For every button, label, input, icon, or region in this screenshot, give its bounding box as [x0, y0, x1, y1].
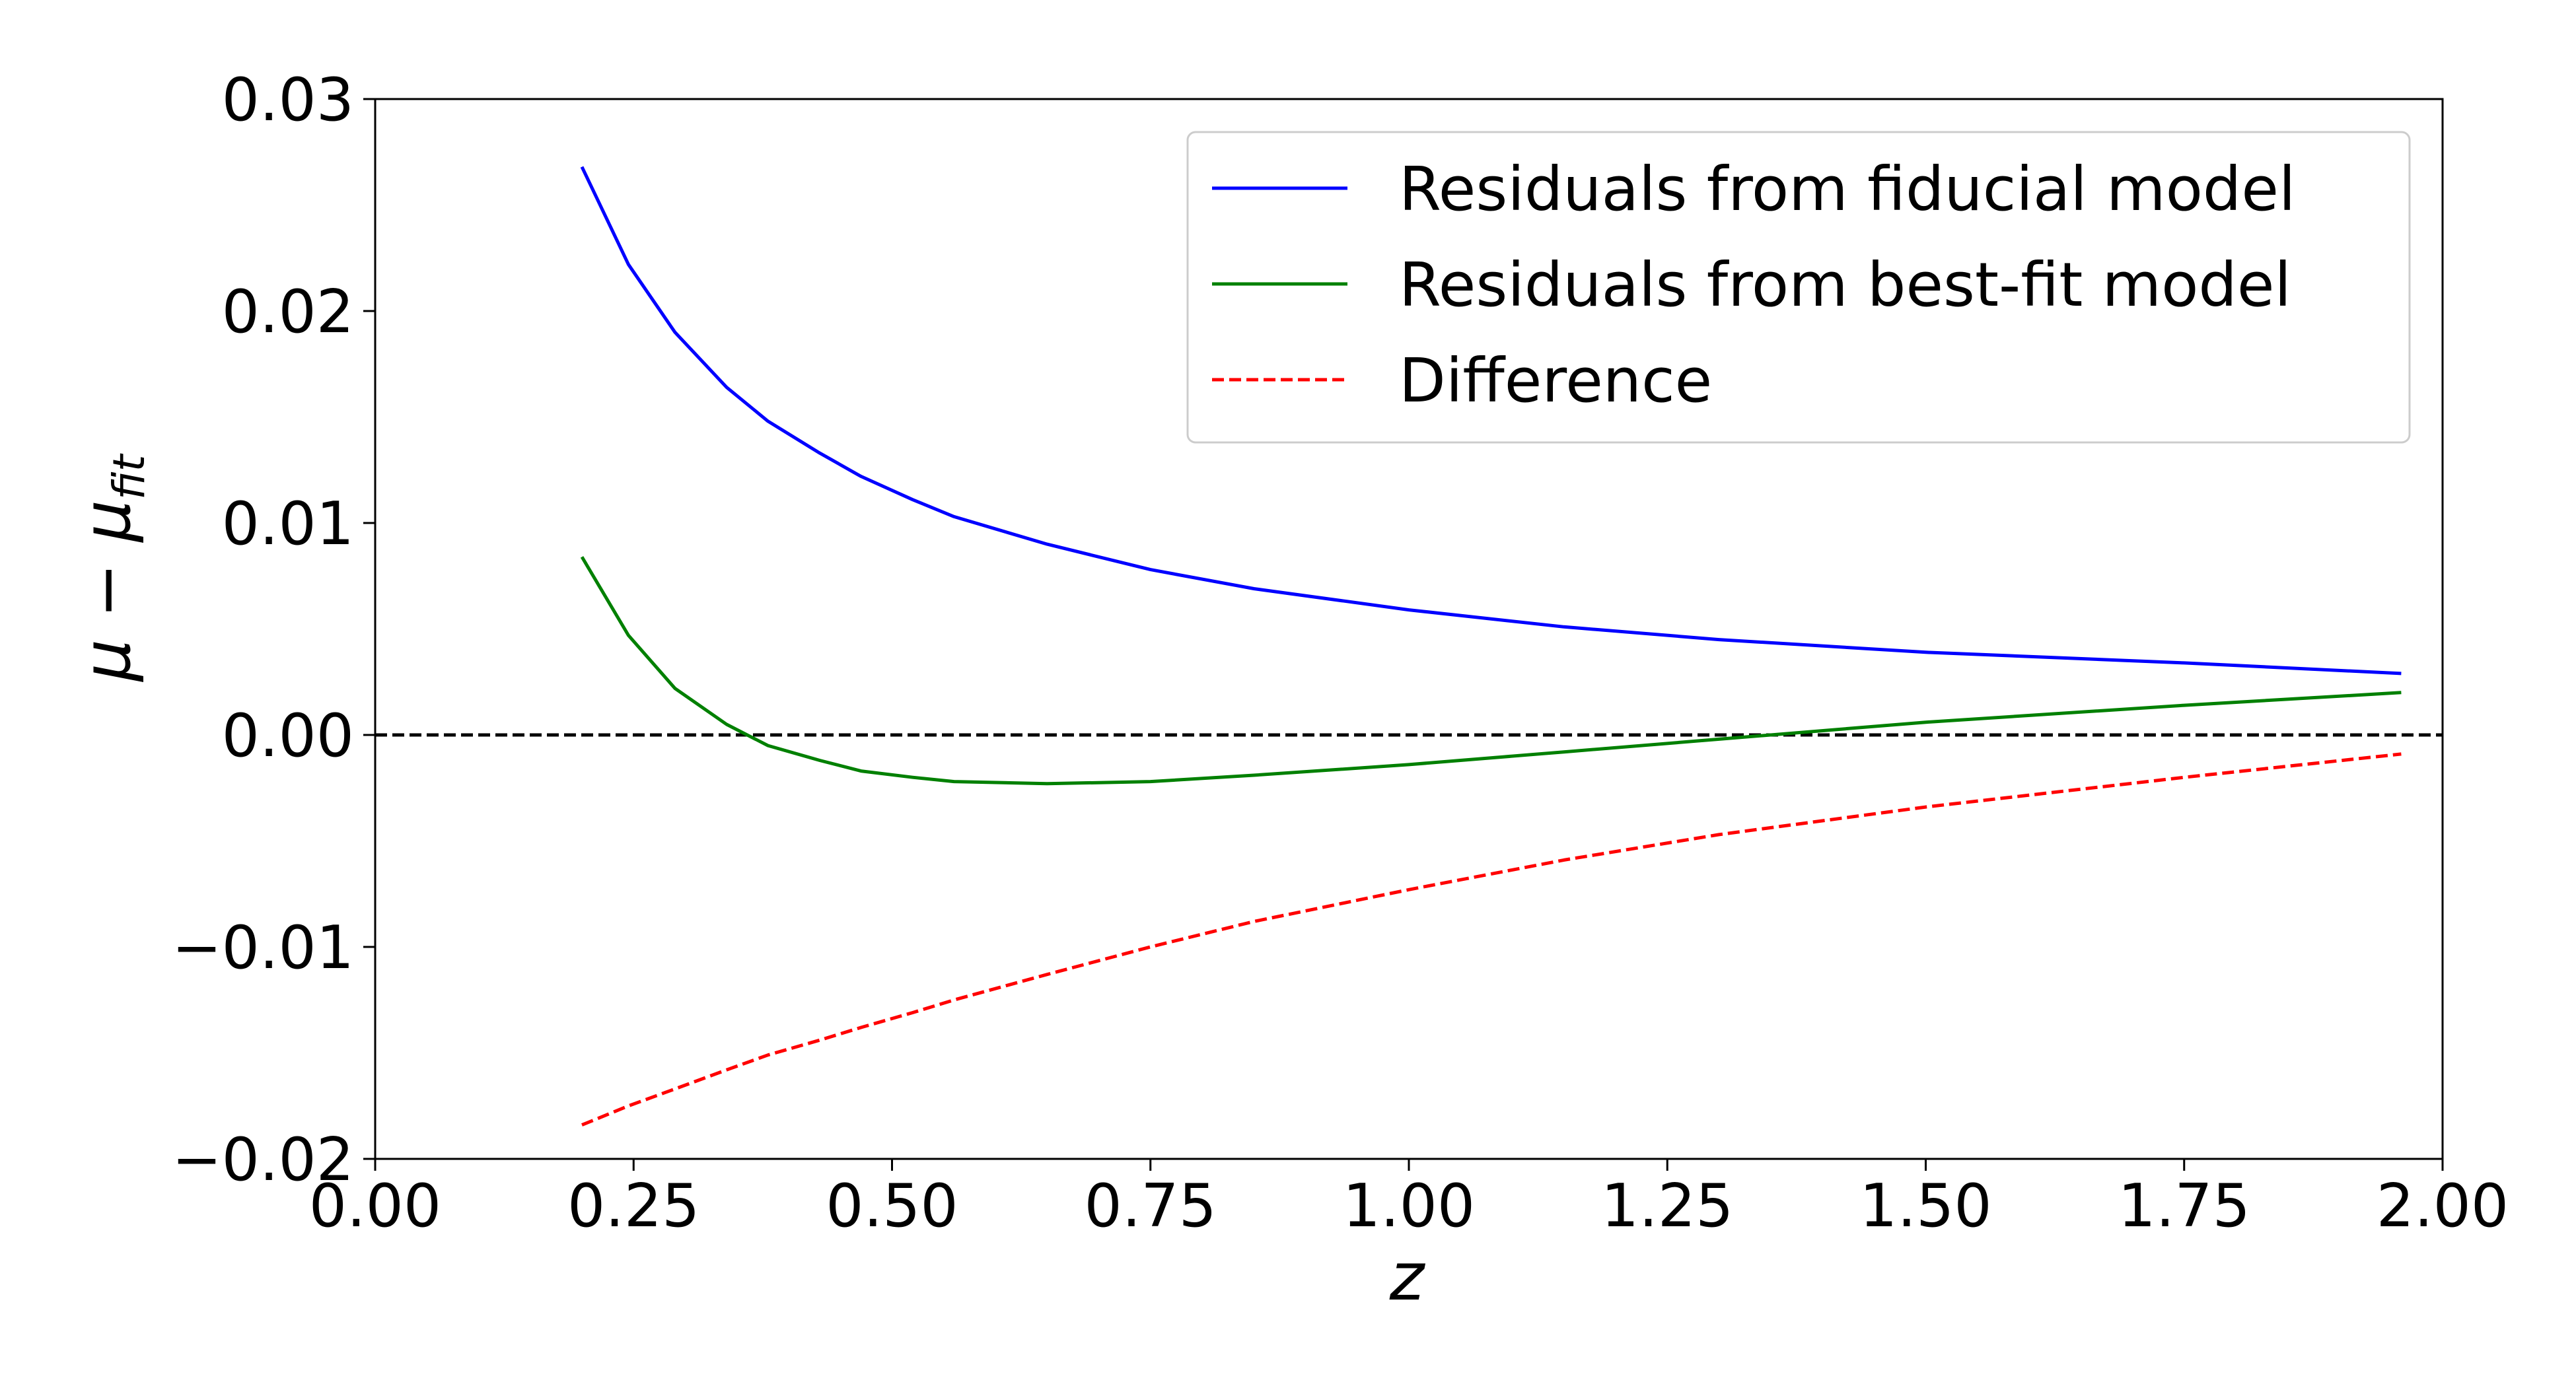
y-tick-label: 0.00: [222, 701, 354, 771]
x-tick-label: 1.25: [1601, 1171, 1733, 1241]
x-tick-label: 0.75: [1085, 1171, 1217, 1241]
axes: 0.00 0.25 0.50 0.75 1.00 1.25 1.50 1.75 2.00 −0.0…: [172, 65, 2509, 1241]
y-axis-title-main: μ − μ: [68, 500, 145, 683]
legend-label-1: Residuals from fiducial model: [1399, 154, 2296, 225]
legend: Residuals from fiducial model Residuals f…: [1186, 131, 2411, 444]
y-axis-title: μ − μfit: [68, 453, 155, 682]
series-line-2: [580, 556, 2402, 786]
x-tick-label: 1.75: [2118, 1171, 2250, 1241]
x-tick-label: 2.00: [2377, 1171, 2509, 1241]
y-tick-label: −0.01: [172, 913, 354, 983]
legend-label-3: Difference: [1399, 345, 1712, 416]
series-line-1: [580, 166, 2402, 676]
y-tick-label: 0.02: [222, 277, 354, 347]
series-line-3: [581, 752, 2402, 1127]
x-tick-label: 0.50: [826, 1171, 958, 1241]
y-tick-label: 0.01: [222, 489, 354, 559]
x-tick-label: 1.00: [1343, 1171, 1475, 1241]
x-tick-label: 0.00: [309, 1171, 441, 1241]
legend-label-2: Residuals from best-fit model: [1399, 250, 2291, 320]
legend-box: [1186, 131, 2411, 444]
plot-area: [375, 166, 2443, 1127]
x-tick-label: 0.25: [567, 1171, 699, 1241]
x-axis-title: z: [1389, 1238, 1426, 1315]
y-tick-label: 0.03: [222, 65, 354, 135]
x-tick-label: 1.50: [1859, 1171, 1991, 1241]
y-axis-title-subscript: fit: [104, 453, 155, 500]
y-tick-label: −0.02: [172, 1125, 354, 1195]
